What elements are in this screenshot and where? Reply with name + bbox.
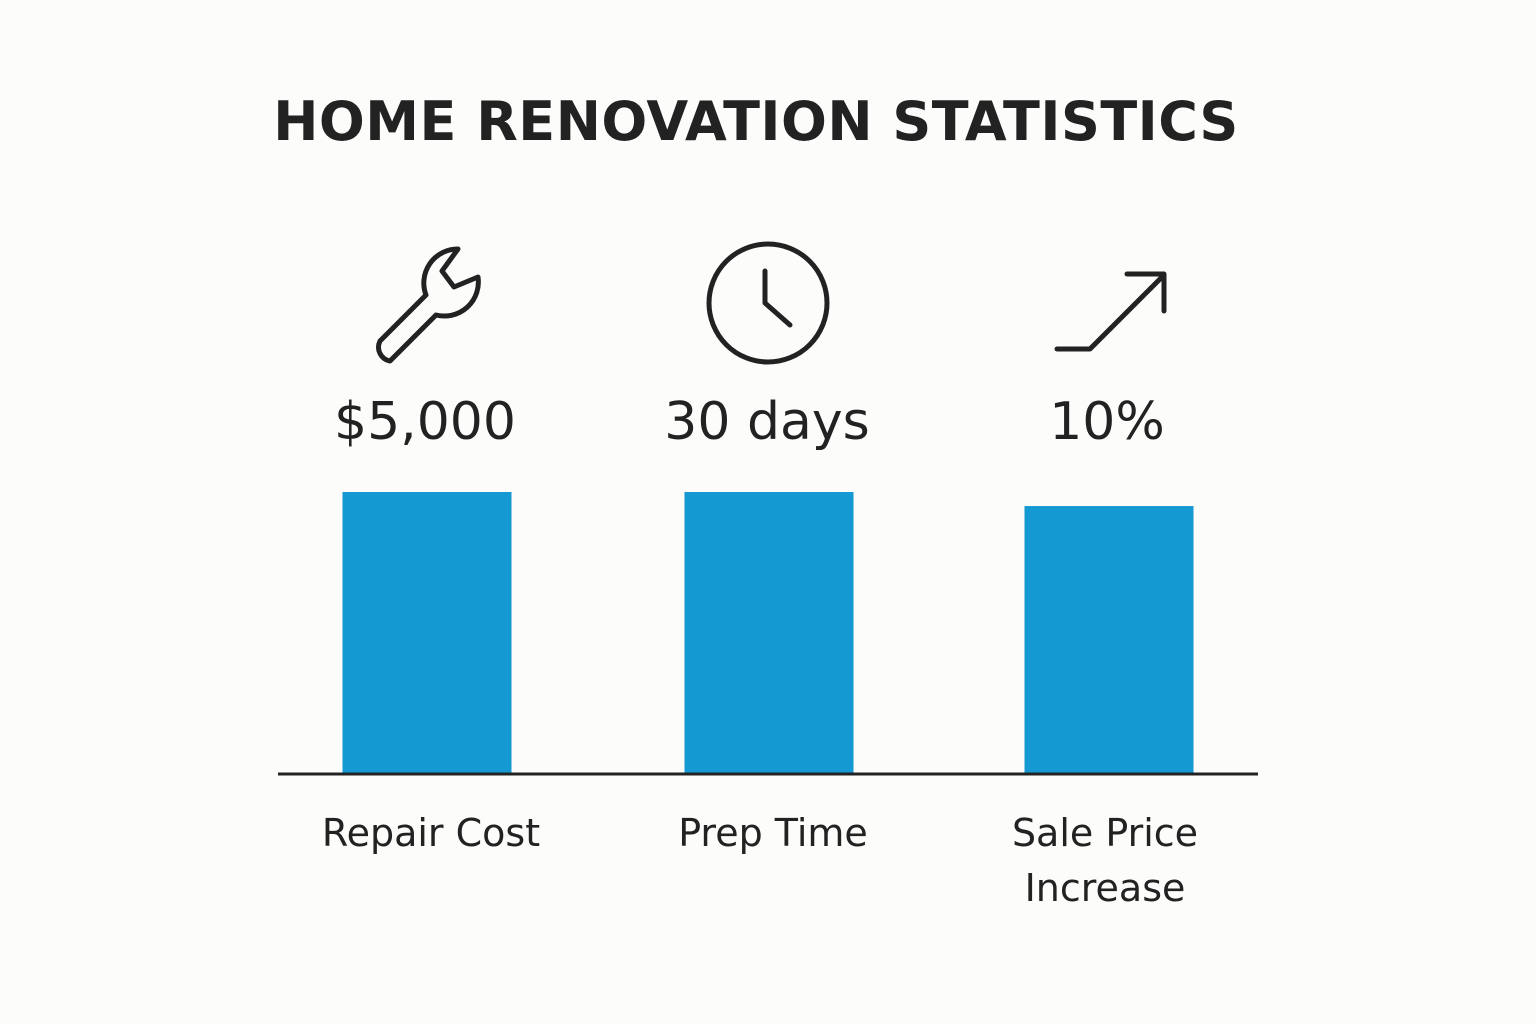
- category-label: Repair Cost: [321, 811, 541, 855]
- bar-prep-time: [684, 492, 854, 773]
- clock-icon: [706, 241, 830, 365]
- value-label: 10%: [1049, 392, 1165, 452]
- category-label: Sale Price Increase: [1011, 811, 1199, 910]
- trend-up-arrow-icon: [1054, 271, 1167, 352]
- chart-title: HOME RENOVATION STATISTICS: [273, 90, 1239, 153]
- wrench-icon: [376, 246, 481, 364]
- value-label: 30 days: [664, 392, 870, 452]
- value-label: $5,000: [334, 392, 516, 452]
- bar-repair-cost: [342, 492, 512, 773]
- bar-sale-price-increase: [1024, 506, 1194, 773]
- category-label: Prep Time: [678, 811, 868, 855]
